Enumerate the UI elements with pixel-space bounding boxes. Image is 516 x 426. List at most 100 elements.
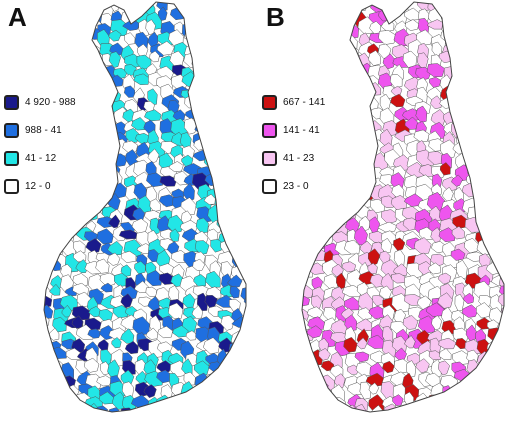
municipality-region [84,95,98,112]
municipality-region [462,292,475,305]
municipality-region [305,369,322,382]
municipality-region [464,131,481,150]
municipality-region [454,54,471,67]
municipality-region [89,192,101,211]
municipality-region [501,196,504,211]
municipality-region [203,337,220,355]
municipality-region [475,130,487,146]
municipality-region [323,118,335,132]
municipality-region [230,31,244,51]
municipality-region [73,42,87,55]
municipality-region [498,130,504,144]
municipality-region [120,264,132,277]
municipality-region [242,99,246,117]
municipality-region [239,2,246,15]
municipality-region [240,406,246,412]
municipality-region [302,362,312,377]
municipality-region [404,7,421,21]
municipality-region [61,304,72,318]
municipality-region [353,149,366,166]
municipality-region [193,274,207,287]
municipality-region [108,29,122,42]
municipality-region [44,208,47,227]
municipality-region [95,258,110,274]
municipality-region [216,116,230,131]
municipality-region [456,384,473,398]
municipality-region [331,188,346,203]
municipality-region [73,107,92,121]
municipality-region [404,335,416,349]
municipality-region [229,52,245,69]
municipality-region [220,41,234,54]
municipality-region [501,227,504,246]
municipality-region [378,30,397,45]
municipality-region [99,131,111,149]
municipality-region [474,96,488,108]
municipality-region [44,348,55,362]
municipality-region [157,6,168,21]
municipality-region [416,29,433,46]
municipality-region [215,407,234,412]
municipality-region [502,208,504,222]
municipality-region [182,6,201,21]
municipality-region [229,349,243,368]
municipality-region [85,238,102,253]
municipality-region [60,392,72,406]
municipality-region [230,185,243,203]
municipality-region [146,172,164,188]
municipality-region [47,74,63,88]
municipality-region [490,18,504,33]
municipality-region [307,2,318,11]
municipality-region [149,198,161,212]
municipality-region [49,31,69,50]
municipality-region [44,40,53,58]
municipality-region [233,226,246,245]
municipality-region [194,98,208,109]
municipality-region [232,95,246,109]
municipality-region [228,107,243,125]
municipality-region [206,127,225,141]
municipality-region [390,85,403,97]
municipality-region [428,405,446,412]
municipality-region [357,307,372,321]
municipality-region [194,383,207,402]
municipality-region [438,227,456,243]
municipality-region [195,217,209,234]
municipality-region [333,405,349,412]
municipality-region [44,394,51,412]
municipality-region [219,52,237,68]
municipality-region [333,88,346,104]
municipality-region [356,337,368,350]
municipality-region [184,395,203,408]
municipality-region [193,360,210,376]
municipality-region [109,380,128,397]
legend-item: 988 - 41 [4,121,76,139]
municipality-region [384,2,401,14]
municipality-region [195,64,211,77]
municipality-region [302,41,309,59]
municipality-region [52,316,67,333]
municipality-region [232,374,246,387]
municipality-region [343,172,353,191]
municipality-region [498,251,504,264]
municipality-region [382,360,395,374]
municipality-region [318,348,331,361]
municipality-region [143,384,157,398]
municipality-region [451,39,470,59]
municipality-region [244,326,246,343]
municipality-region [97,186,112,197]
municipality-region [335,207,349,223]
municipality-region [73,19,93,38]
municipality-region [393,263,409,276]
municipality-region [490,374,504,385]
municipality-region [243,292,246,308]
municipality-region [452,5,465,19]
municipality-region [240,364,246,383]
municipality-region [499,117,504,136]
municipality-region [133,406,149,412]
municipality-region [228,62,246,80]
municipality-region [78,129,95,142]
municipality-region [466,64,482,84]
municipality-region [85,85,104,104]
municipality-region [244,21,246,37]
